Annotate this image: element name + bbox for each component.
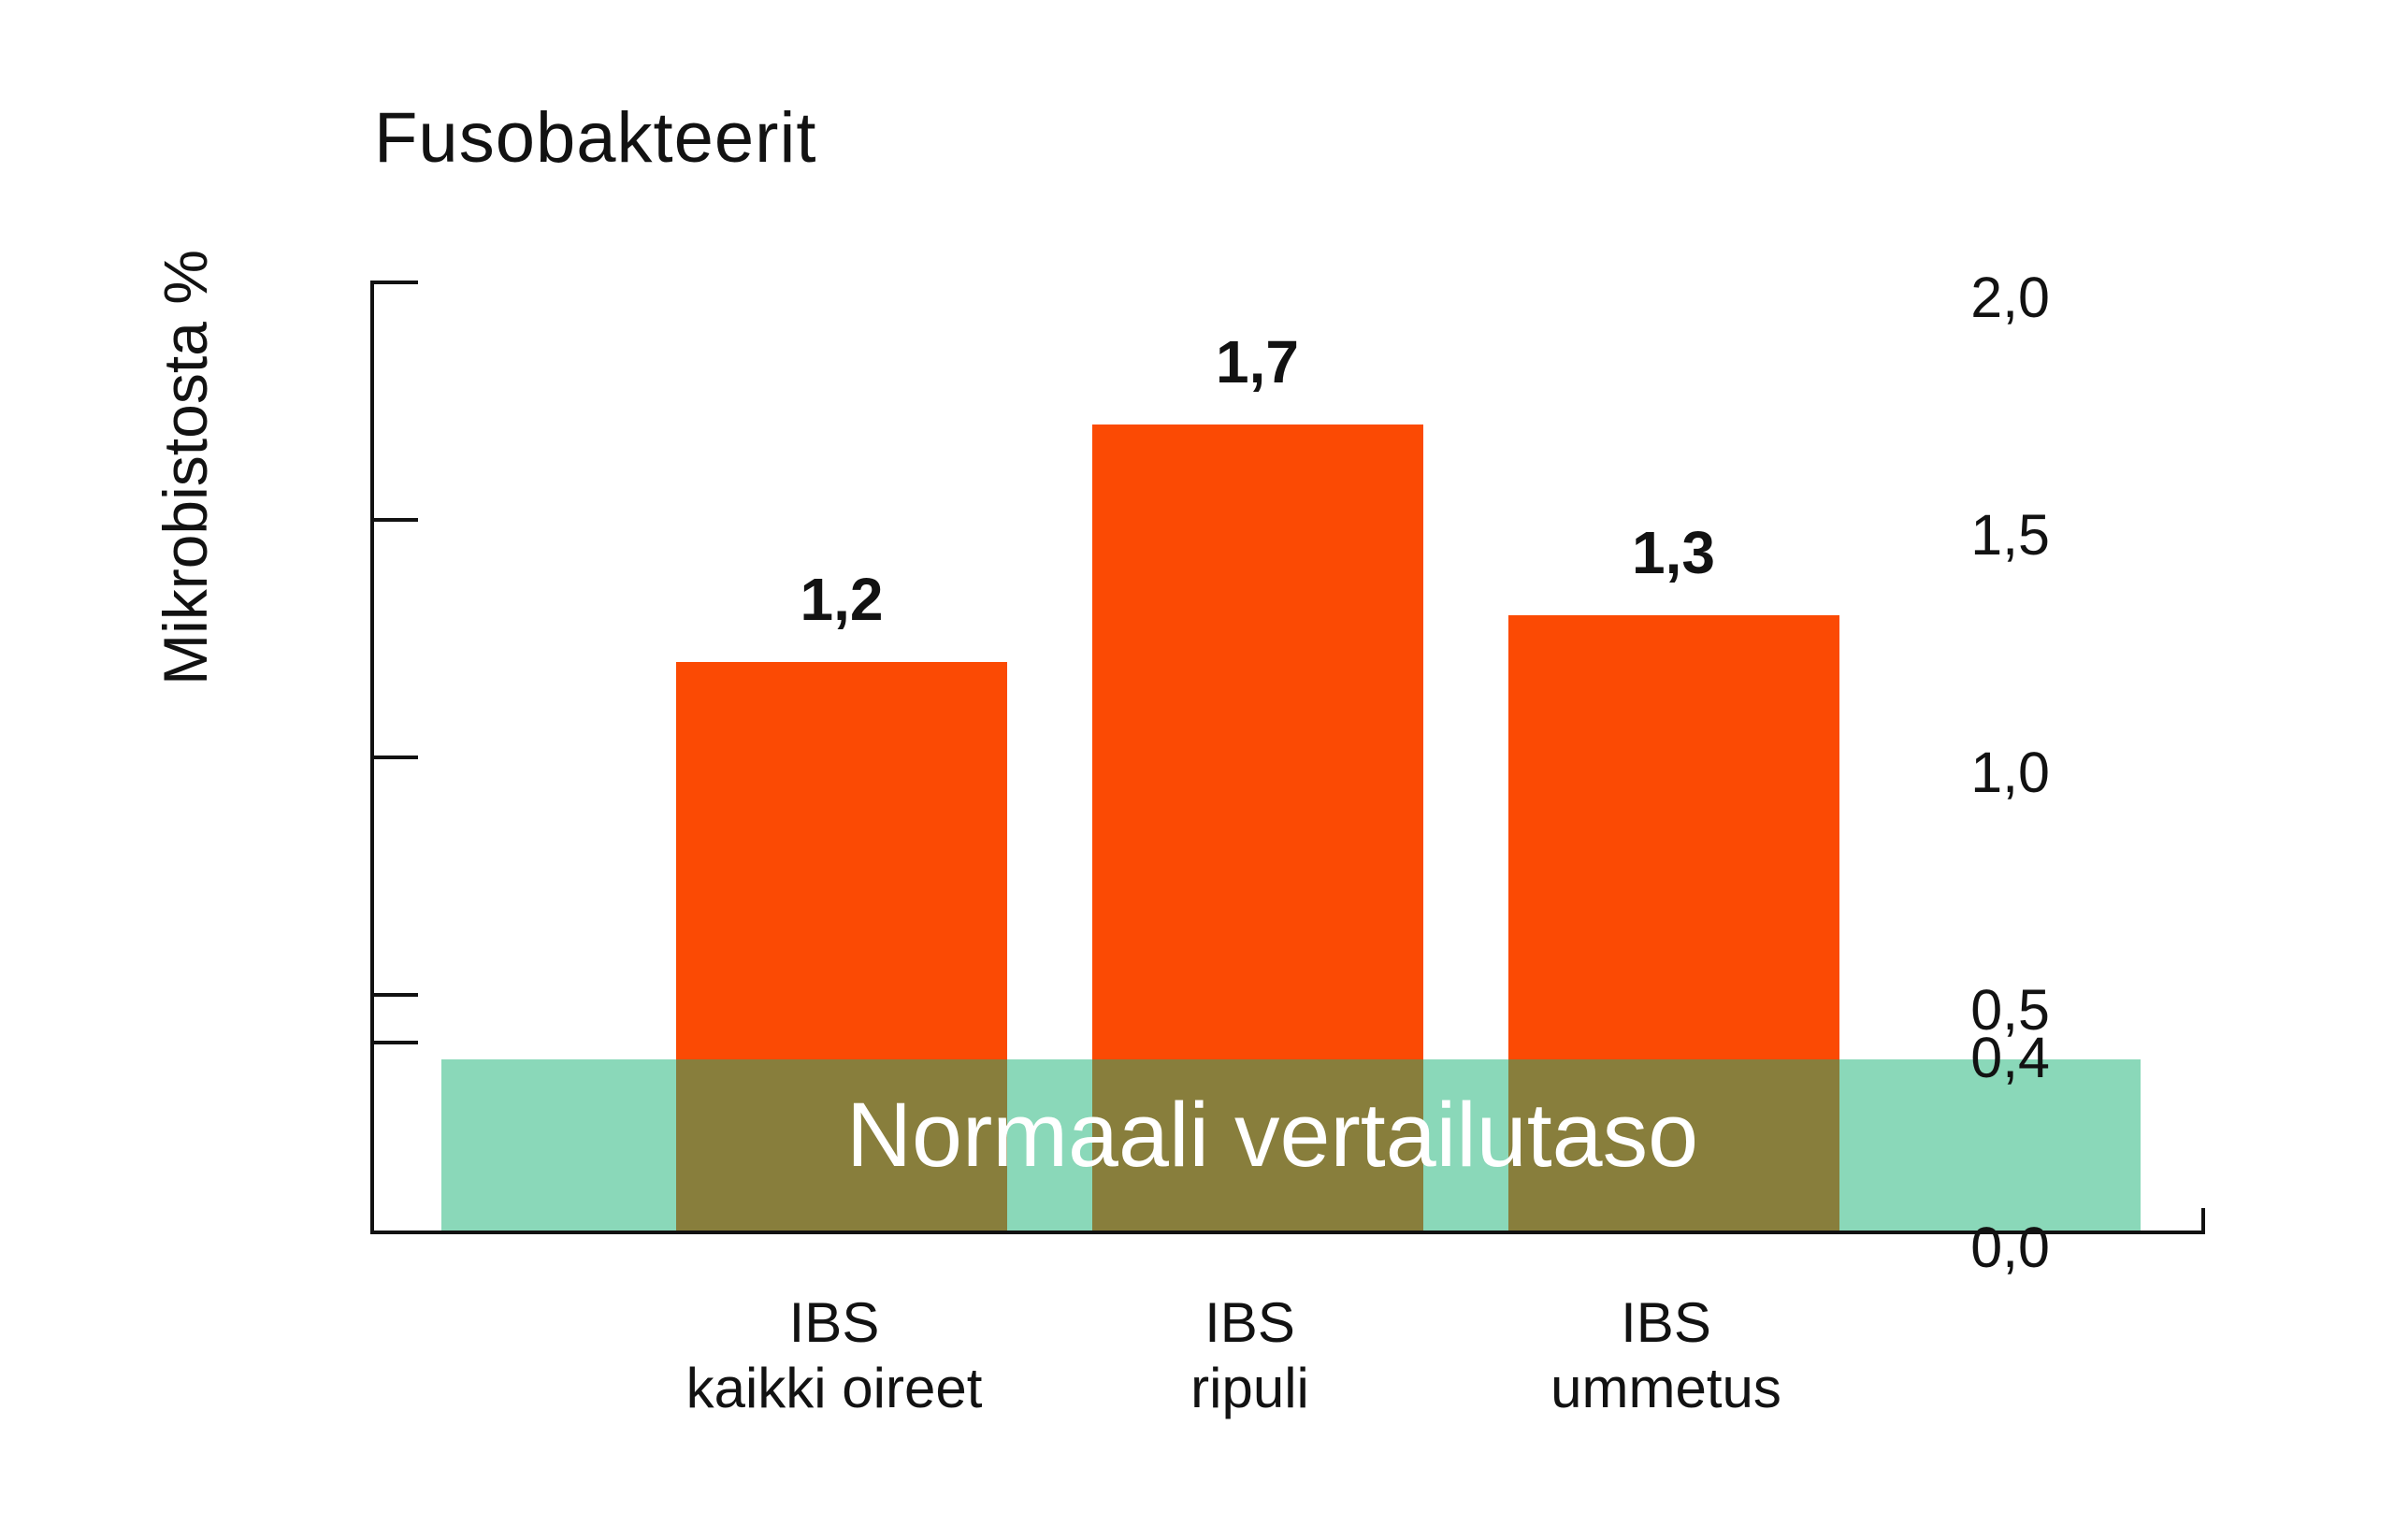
x-category-label: IBS ummetus bbox=[1550, 1290, 1781, 1420]
reference-band-label: Normaali vertailutaso bbox=[845, 1084, 1699, 1187]
y-tick-label: 1,0 bbox=[1970, 741, 2050, 804]
reference-band: Normaali vertailutaso bbox=[441, 1058, 2141, 1231]
y-tick-mark bbox=[372, 756, 418, 759]
x-category-label-line: kaikki oireet bbox=[685, 1356, 983, 1419]
y-tick-mark bbox=[372, 993, 418, 997]
bar-value-label: 1,2 bbox=[800, 566, 884, 634]
y-tick-mark bbox=[372, 518, 418, 522]
bar-value-label: 1,7 bbox=[1216, 328, 1299, 396]
x-category-label: IBS kaikki oireet bbox=[686, 1290, 983, 1420]
x-category-label-line: IBS bbox=[788, 1291, 880, 1354]
y-tick-label: 2,0 bbox=[1970, 266, 2050, 329]
bar-value-label: 1,3 bbox=[1632, 518, 1715, 586]
y-tick-mark bbox=[372, 281, 418, 284]
x-category-label-line: IBS bbox=[1621, 1291, 1711, 1354]
x-axis-line bbox=[370, 1231, 2205, 1234]
x-category-label-line: ummetus bbox=[1550, 1356, 1781, 1419]
y-tick-label: 1,5 bbox=[1970, 503, 2050, 567]
y-tick-label: 0,0 bbox=[1970, 1216, 2050, 1279]
x-category-label-line: IBS bbox=[1204, 1291, 1295, 1354]
y-tick-label: 0,4 bbox=[1970, 1025, 2050, 1089]
x-category-label-line: ripuli bbox=[1190, 1356, 1309, 1419]
chart-title: Fusobakteerit bbox=[374, 98, 817, 178]
x-axis-end-tick bbox=[2201, 1208, 2205, 1232]
y-tick-mark bbox=[372, 1040, 418, 1044]
y-tick-label: 0,5 bbox=[1970, 978, 2050, 1042]
y-axis-title: Mikrobistosta % bbox=[151, 250, 220, 685]
x-category-label: IBS ripuli bbox=[1190, 1290, 1309, 1420]
